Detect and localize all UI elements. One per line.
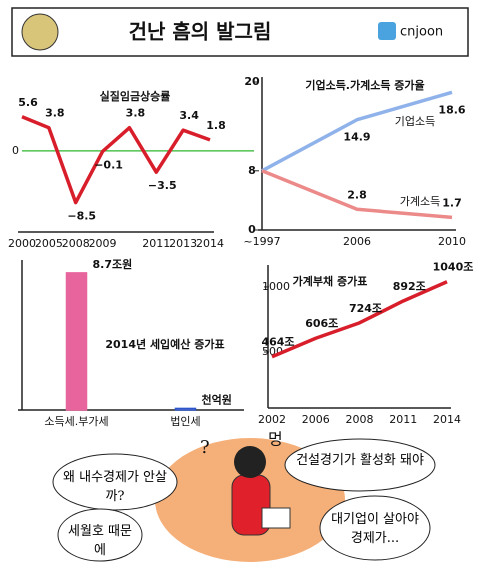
book (261, 507, 291, 529)
bubble (284, 438, 436, 492)
bubble (52, 453, 178, 511)
value-label: 3.8 (45, 107, 65, 120)
x-tick-label: ~1997 (243, 235, 280, 248)
bubble-text: 대기업이 살아야 경제가... (331, 512, 419, 546)
x-tick-label: 2008 (346, 413, 374, 426)
x-tick-label: 2008 (62, 237, 90, 250)
bubble-text: 대기업이 살아야 경제가... (331, 512, 419, 546)
value-label: 464조 (261, 336, 294, 349)
value-label: 1040조 (433, 261, 474, 274)
bubble (319, 495, 431, 561)
value-label: 3.4 (179, 109, 199, 122)
value-label: 1.7 (442, 196, 462, 209)
chart-title: 2014년 세입예산 증가표 (105, 337, 224, 351)
bubble-text: 왜 내수경제가 안살까? (63, 470, 167, 502)
value-label: −0.1 (94, 158, 123, 171)
bubble (57, 508, 143, 562)
x-tick-label: 2013 (169, 237, 197, 250)
bubble-text: 왜 내수경제가 안살까? (63, 470, 167, 502)
bubble-text: 건설경기가 활성화 돼야 (296, 453, 424, 468)
line (271, 280, 448, 359)
y-tick-label: 8 (248, 164, 256, 177)
y-tick-label: 0 (248, 223, 256, 236)
bubble-text: 건설경기가 활성화 돼야 (296, 453, 424, 468)
value-label: 2.8 (347, 188, 367, 201)
person-head (234, 446, 266, 478)
x-tick-label: 2009 (89, 237, 117, 250)
x-tick-label: 2000 (8, 237, 36, 250)
x-tick-label: 2011 (142, 237, 170, 250)
line (261, 90, 453, 173)
chart-title: 실질임금상승률 (100, 89, 171, 103)
value-label: 892조 (393, 280, 426, 293)
line (21, 115, 211, 205)
x-tick-label: 2011 (389, 413, 417, 426)
value-label: 천억원 (202, 392, 232, 406)
header-icon (21, 13, 59, 51)
value-label: −8.5 (67, 210, 96, 223)
sound: 멍 (268, 430, 283, 449)
x-tick-label: 소득세.부가세 (44, 415, 108, 428)
value-label: −3.5 (148, 179, 177, 192)
x-tick-label: 2014 (433, 413, 461, 426)
bubble-text: 세월호 때문에 (68, 524, 132, 556)
y-tick-label: 1000 (262, 280, 290, 293)
value-label: 606조 (305, 317, 338, 330)
series-label: 기업소득 (395, 115, 435, 128)
bar (174, 407, 197, 411)
bubble-text: 세월호 때문에 (68, 524, 132, 556)
chart-title: 기업소득.가계소득 증가율 (305, 78, 424, 92)
header-handle: cnjoon (400, 25, 443, 40)
header-title: 건난 흠의 발그림 (129, 20, 272, 44)
x-tick-label: 2010 (438, 235, 466, 248)
value-label: 8.7조원 (93, 257, 133, 271)
x-tick-label: 법인세 (170, 415, 200, 428)
chart-title: 가계부채 증가표 (293, 274, 368, 288)
value-label: 5.6 (18, 96, 38, 109)
bar (65, 272, 88, 411)
x-tick-label: 2002 (258, 413, 286, 426)
x-tick-label: 2014 (196, 237, 224, 250)
x-tick-label: 2006 (302, 413, 330, 426)
y-tick-label: 0 (12, 144, 19, 157)
value-label: 724조 (349, 302, 382, 315)
twitter-icon (378, 22, 396, 40)
value-label: 18.6 (438, 103, 465, 116)
x-tick-label: 2006 (343, 235, 371, 248)
question: ? (200, 437, 210, 458)
value-label: 3.8 (126, 107, 146, 120)
x-tick-label: 2005 (35, 237, 63, 250)
series-label: 가계소득 (400, 195, 440, 208)
value-label: 14.9 (343, 131, 370, 144)
value-label: 1.8 (206, 119, 226, 132)
line (261, 169, 453, 220)
y-tick-label: 20 (244, 75, 260, 88)
